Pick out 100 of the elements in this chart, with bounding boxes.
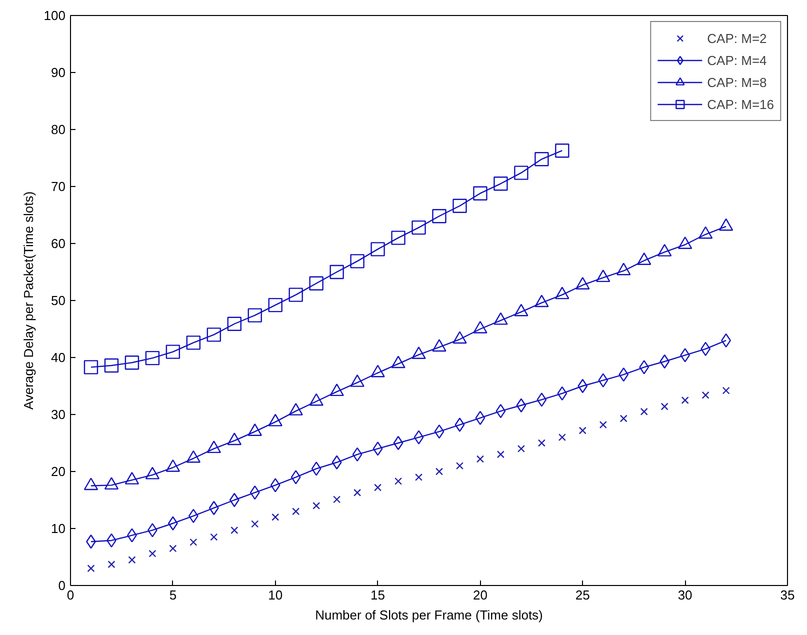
point: [208, 500, 219, 516]
point: [473, 186, 488, 200]
point: [190, 538, 198, 546]
point: [558, 434, 566, 442]
point: [414, 430, 424, 444]
y-tick-label: 80: [51, 122, 66, 137]
point: [309, 276, 324, 290]
point: [516, 398, 526, 412]
point: [104, 358, 119, 373]
point: [557, 386, 568, 401]
point: [290, 470, 301, 484]
point: [148, 550, 156, 558]
point: [414, 473, 423, 481]
point: [496, 404, 506, 418]
point: [312, 502, 320, 510]
point: [372, 442, 383, 456]
point: [230, 526, 238, 534]
y-tick-label: 10: [51, 521, 66, 536]
point: [272, 513, 280, 521]
x-tick-label: 35: [780, 588, 795, 602]
legend-label: CAP: M=4: [707, 52, 767, 68]
point: [391, 230, 406, 245]
x-tick-label: 30: [678, 588, 692, 602]
point: [578, 378, 588, 394]
point: [598, 373, 608, 388]
point: [639, 360, 650, 374]
point: [352, 447, 362, 462]
point: [681, 396, 689, 404]
point: [620, 414, 628, 422]
point: [350, 254, 364, 268]
point: [210, 533, 218, 541]
legend-label: CAP: M=8: [707, 74, 767, 90]
point: [268, 298, 282, 312]
point: [578, 426, 586, 434]
y-tick-label: 30: [51, 407, 66, 422]
x-tick-label: 20: [472, 588, 488, 602]
point: [108, 560, 116, 568]
point: [251, 520, 259, 528]
point: [435, 468, 444, 476]
y-tick-label: 50: [51, 293, 66, 308]
x-tick-label: 5: [169, 588, 177, 602]
point: [332, 455, 342, 470]
point: [534, 152, 549, 166]
point: [370, 242, 385, 256]
point: [599, 420, 607, 429]
point: [494, 176, 508, 191]
point: [660, 402, 668, 410]
point: [475, 410, 486, 426]
point: [536, 392, 547, 407]
x-tick-label: 10: [268, 588, 283, 602]
y-tick-label: 40: [51, 350, 66, 365]
point: [227, 316, 242, 331]
point: [618, 368, 629, 382]
y-tick-label: 70: [51, 179, 66, 194]
point: [412, 220, 426, 235]
y-axis-title: Average Delay per Packet(Time slots): [20, 191, 36, 410]
point: [248, 308, 262, 322]
point: [333, 496, 341, 504]
point: [434, 424, 444, 439]
legend-label: CAP: M=2: [707, 30, 767, 46]
point: [124, 356, 140, 370]
x-tick-label: 15: [370, 588, 386, 602]
point: [188, 508, 198, 524]
point: [206, 328, 221, 342]
y-tick-label: 60: [51, 236, 66, 251]
point: [168, 516, 178, 530]
point: [288, 288, 303, 302]
point: [393, 436, 404, 450]
point: [538, 439, 546, 447]
point: [250, 485, 260, 500]
point: [680, 348, 690, 362]
x-axis-title: Number of Slots per Frame (Time slots): [315, 608, 543, 622]
point: [432, 209, 446, 224]
point: [229, 492, 240, 508]
legend-label: CAP: M=16: [707, 96, 774, 112]
point: [456, 462, 464, 470]
point: [330, 264, 344, 280]
point: [452, 198, 467, 213]
point: [166, 344, 180, 359]
point: [555, 143, 570, 158]
point: [292, 508, 300, 516]
point: [517, 444, 525, 452]
point: [514, 166, 528, 180]
y-tick-label: 100: [44, 8, 66, 23]
point: [145, 350, 160, 366]
point: [722, 386, 730, 394]
point: [354, 488, 362, 496]
point: [87, 564, 95, 572]
point: [660, 354, 670, 369]
point: [311, 462, 322, 476]
point: [169, 544, 177, 552]
point: [640, 408, 648, 416]
point: [476, 455, 484, 463]
point: [186, 336, 201, 350]
point: [394, 477, 402, 485]
y-tick-label: 90: [51, 65, 66, 80]
y-tick-label: 20: [51, 464, 66, 479]
point: [374, 484, 382, 492]
y-tick-label: 0: [58, 578, 66, 593]
x-tick-label: 25: [575, 588, 590, 602]
